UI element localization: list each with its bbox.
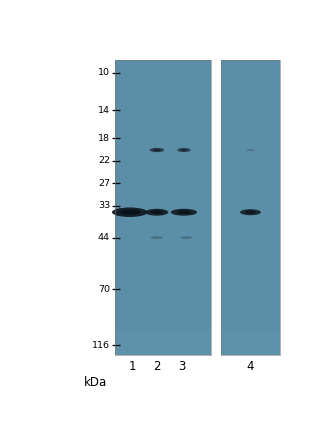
Ellipse shape [246,149,255,151]
Text: kDa: kDa [84,376,107,389]
Ellipse shape [177,148,191,152]
Bar [115,60,211,355]
Text: 116: 116 [92,341,110,350]
Text: 44: 44 [98,233,110,242]
Text: 70: 70 [98,285,110,294]
Ellipse shape [245,210,256,214]
Ellipse shape [150,236,163,239]
Ellipse shape [181,236,192,239]
Text: 2: 2 [153,360,161,373]
Ellipse shape [240,209,261,215]
Ellipse shape [149,148,164,152]
Bar [221,331,280,355]
Bar [221,60,280,355]
Text: 14: 14 [98,106,110,115]
Ellipse shape [180,149,188,151]
Text: 18: 18 [98,134,110,143]
Text: 4: 4 [247,360,254,373]
Ellipse shape [150,210,163,214]
Ellipse shape [176,210,191,214]
Bar [115,331,211,355]
Text: 22: 22 [98,156,110,165]
Bar [221,60,280,355]
Text: 10: 10 [98,68,110,77]
Text: 1: 1 [128,360,136,373]
Text: 3: 3 [178,360,185,373]
Bar [115,60,211,355]
Ellipse shape [145,209,168,216]
Text: 33: 33 [98,201,110,210]
Text: 27: 27 [98,179,110,188]
Ellipse shape [153,149,161,151]
Ellipse shape [119,210,140,215]
Ellipse shape [112,207,148,217]
Ellipse shape [171,209,197,216]
